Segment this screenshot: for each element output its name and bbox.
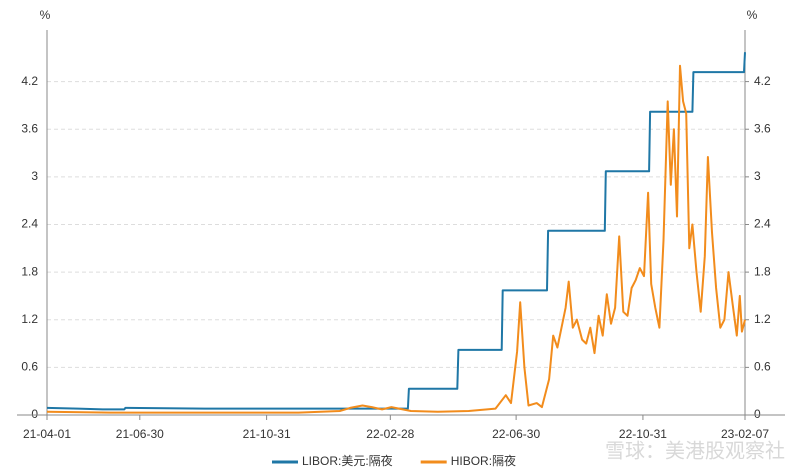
x-tick-label: 22-10-31: [619, 427, 667, 441]
legend-label: LIBOR:美元:隔夜: [302, 453, 393, 468]
y-axis-unit: %: [40, 8, 51, 22]
y-tick-label: 0: [31, 407, 38, 421]
y2-tick-label: 0: [754, 407, 761, 421]
y-tick-label: 1.8: [21, 264, 38, 278]
y-tick-label: 0.6: [21, 360, 38, 374]
legend-label: HIBOR:隔夜: [451, 453, 516, 468]
x-tick-label: 21-06-30: [116, 427, 164, 441]
x-tick-label: 21-04-01: [23, 427, 71, 441]
x-tick-label: 23-02-07: [721, 427, 769, 441]
y2-tick-label: 4.2: [754, 74, 771, 88]
y2-tick-label: 3: [754, 169, 761, 183]
y2-tick-label: 2.4: [754, 217, 771, 231]
data-line: [46, 64, 746, 414]
x-tick-label: 22-02-28: [366, 427, 414, 441]
data-line: [46, 52, 746, 411]
y2-tick-label: 3.6: [754, 121, 771, 135]
y-tick-label: 1.2: [21, 312, 38, 326]
y-tick-label: 3.6: [21, 121, 38, 135]
watermark: 雪球：美港股观察社: [605, 439, 785, 462]
y2-axis-unit: %: [747, 8, 758, 22]
y-tick-label: 2.4: [21, 217, 38, 231]
x-tick-label: 22-06-30: [492, 427, 540, 441]
y-tick-label: 4.2: [21, 74, 38, 88]
x-tick-label: 21-10-31: [243, 427, 291, 441]
y2-tick-label: 1.8: [754, 264, 771, 278]
y2-tick-label: 1.2: [754, 312, 771, 326]
y2-tick-label: 0.6: [754, 360, 771, 374]
y-tick-label: 3: [31, 169, 38, 183]
